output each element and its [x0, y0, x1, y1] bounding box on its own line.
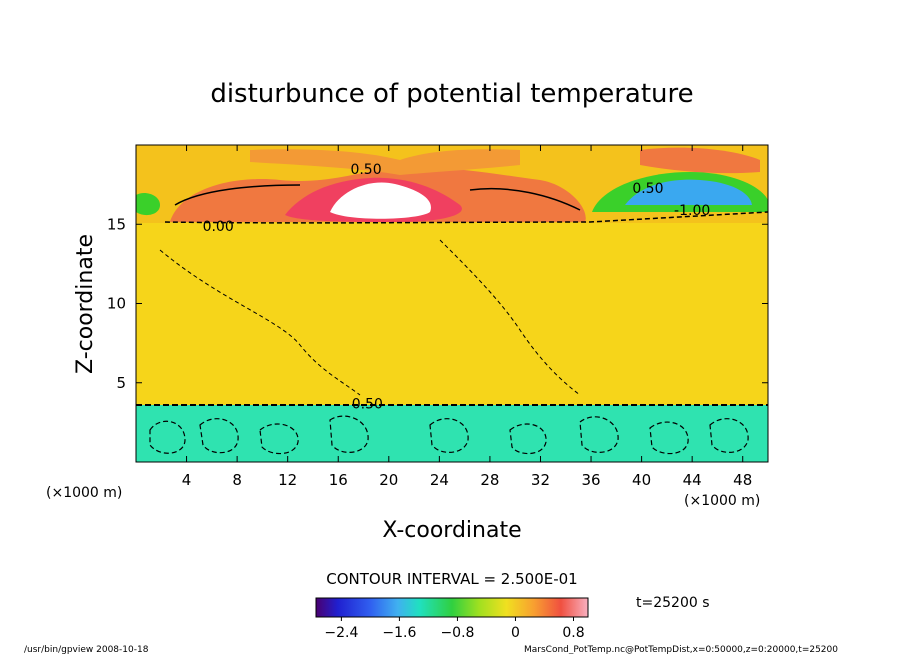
x-tick-label: 40 [632, 471, 651, 489]
x-axis-ticks: 4 8 12 16 20 24 28 32 36 40 44 48 [182, 145, 752, 489]
chart-title: disturbunce of potential temperature [210, 79, 693, 109]
contour-label: 0.50 [350, 162, 381, 178]
right-warm-blob [640, 147, 760, 174]
x-tick-label: 20 [379, 471, 398, 489]
x-tick-label: 4 [182, 471, 192, 489]
contour-upper-boundary [164, 211, 768, 224]
x-tick-label: 28 [480, 471, 499, 489]
colorbar-ticks: −2.4 −1.6 −0.8 0 0.8 [324, 617, 585, 641]
contour-labels: 0.50 0.00 0.50 -1.00 0.50 [203, 162, 711, 413]
contour-label: 0.50 [352, 396, 383, 412]
left-green-patch [136, 193, 160, 216]
contour-label: 0.00 [203, 219, 234, 235]
hot-core [330, 182, 431, 219]
contour-upper-solid [174, 184, 581, 211]
y-tick-label: 15 [107, 215, 126, 233]
y-tick-label: 10 [107, 295, 126, 313]
x-tick-label: 32 [531, 471, 550, 489]
x-tick-label: 8 [232, 471, 242, 489]
colorbar-tick-label: 0 [511, 625, 520, 641]
x-axis-label: X-coordinate [382, 518, 521, 543]
contour-label: 0.50 [632, 181, 663, 197]
x-tick-label: 36 [581, 471, 600, 489]
y-axis-label: Z-coordinate [73, 234, 98, 374]
x-tick-label: 44 [683, 471, 702, 489]
contour-lower-cells [149, 415, 749, 455]
contour-mid-dashed [159, 239, 581, 396]
y-axis-ticks: 5 10 15 [107, 215, 768, 392]
contour-interval-label: CONTOUR INTERVAL = 2.500E-01 [326, 570, 577, 588]
colorbar-tick-label: −1.6 [382, 625, 416, 641]
colorbar [315, 597, 589, 618]
time-label: t=25200 s [636, 595, 710, 611]
x-tick-label: 48 [733, 471, 752, 489]
colorbar-tick-label: −2.4 [324, 625, 358, 641]
x-axis-unit-left: (×1000 m) [46, 485, 122, 501]
x-tick-label: 24 [430, 471, 449, 489]
plot-area [136, 145, 768, 462]
footer-right: MarsCond_PotTemp.nc@PotTempDist,x=0:5000… [524, 645, 838, 654]
footer-left: /usr/bin/gpview 2008-10-18 [24, 645, 149, 654]
x-tick-label: 16 [329, 471, 348, 489]
y-tick-label: 5 [116, 374, 126, 392]
colorbar-tick-label: 0.8 [562, 625, 584, 641]
x-axis-unit-right: (×1000 m) [684, 493, 760, 509]
contour-label: -1.00 [674, 203, 710, 219]
upper-warm-top [250, 149, 520, 175]
field-lower-layer [136, 405, 768, 462]
x-tick-label: 12 [278, 471, 297, 489]
colorbar-tick-label: −0.8 [440, 625, 474, 641]
cold-core [625, 179, 752, 205]
